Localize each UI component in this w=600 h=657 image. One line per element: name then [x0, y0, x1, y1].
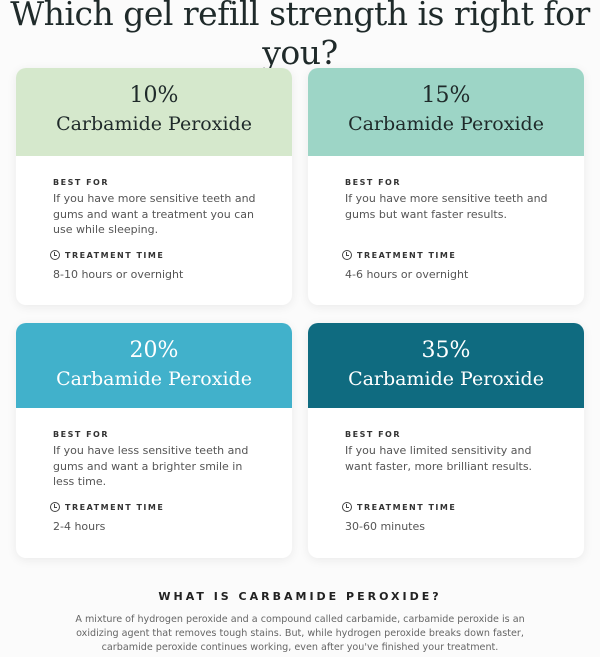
- treatment-time-label: TREATMENT TIME: [65, 250, 165, 260]
- best-for-text: If you have limited sensitivity and want…: [345, 444, 533, 473]
- treatment-time-value: 8-10 hours or overnight: [53, 268, 184, 281]
- clock-icon: [342, 502, 352, 512]
- best-for-text: If you have more sensitive teeth and gum…: [53, 192, 256, 236]
- card-header: 20% Carbamide Peroxide: [16, 323, 292, 408]
- clock-icon: [50, 502, 60, 512]
- treatment-time-label: TREATMENT TIME: [357, 250, 457, 260]
- strength-card: 20% Carbamide Peroxide BEST FOR If you h…: [16, 323, 292, 558]
- card-name: Carbamide Peroxide: [56, 113, 252, 135]
- card-name: Carbamide Peroxide: [348, 368, 544, 390]
- strength-card: 10% Carbamide Peroxide BEST FOR If you h…: [16, 68, 292, 305]
- best-for-label: BEST FOR: [345, 178, 401, 187]
- best-for-text: If you have more sensitive teeth and gum…: [345, 192, 548, 221]
- treatment-time-value: 2-4 hours: [53, 520, 106, 533]
- card-name: Carbamide Peroxide: [56, 368, 252, 390]
- card-header: 10% Carbamide Peroxide: [16, 68, 292, 156]
- best-for-text: If you have less sensitive teeth and gum…: [53, 444, 249, 488]
- treatment-time-label: TREATMENT TIME: [65, 502, 165, 512]
- clock-icon: [50, 250, 60, 260]
- best-for-label: BEST FOR: [53, 178, 109, 187]
- strength-card: 35% Carbamide Peroxide BEST FOR If you h…: [308, 323, 584, 558]
- best-for-label: BEST FOR: [53, 430, 109, 439]
- card-percent: 10%: [129, 83, 179, 108]
- card-percent: 15%: [421, 83, 471, 108]
- treatment-time-value: 30-60 minutes: [345, 520, 425, 533]
- section-heading: WHAT IS CARBAMIDE PEROXIDE?: [158, 590, 442, 603]
- clock-icon: [342, 250, 352, 260]
- card-percent: 35%: [421, 338, 471, 363]
- best-for-label: BEST FOR: [345, 430, 401, 439]
- card-percent: 20%: [129, 338, 179, 363]
- section-text: A mixture of hydrogen peroxide and a com…: [75, 614, 525, 653]
- strength-card: 15% Carbamide Peroxide BEST FOR If you h…: [308, 68, 584, 305]
- card-header: 35% Carbamide Peroxide: [308, 323, 584, 408]
- card-name: Carbamide Peroxide: [348, 113, 544, 135]
- card-header: 15% Carbamide Peroxide: [308, 68, 584, 156]
- treatment-time-value: 4-6 hours or overnight: [345, 268, 469, 281]
- treatment-time-label: TREATMENT TIME: [357, 502, 457, 512]
- page-title: Which gel refill strength is right for y…: [10, 0, 590, 72]
